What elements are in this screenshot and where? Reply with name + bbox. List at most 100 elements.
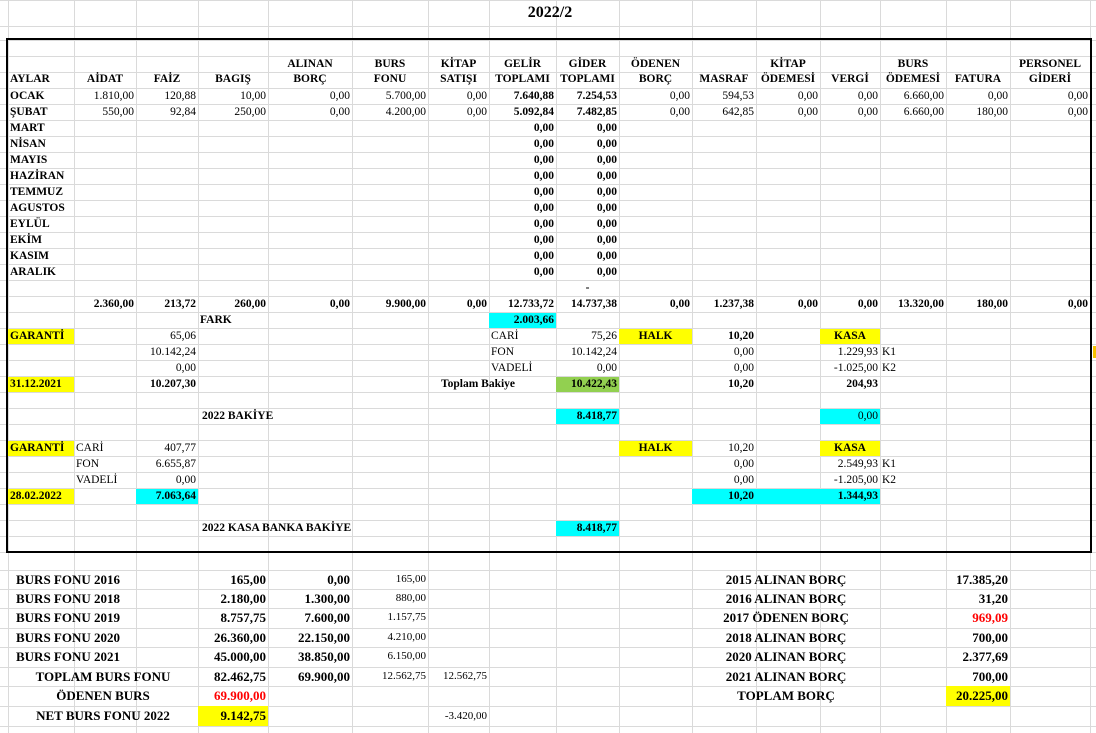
borc-label[interactable]: 2015 ALINAN BORÇ xyxy=(725,572,847,587)
value-cell[interactable]: 0,00 xyxy=(596,362,617,374)
value-cell[interactable]: 1.229,93 xyxy=(837,346,878,358)
value-cell[interactable]: 5.092,84 xyxy=(513,106,554,118)
toplam-burs-label[interactable]: TOPLAM BURS FONU xyxy=(35,669,171,684)
header-cell[interactable]: BURS xyxy=(374,58,406,70)
value-cell[interactable]: 250,00 xyxy=(234,106,266,118)
value-cell[interactable]: 6.660,00 xyxy=(903,106,944,118)
header-cell[interactable]: VERGİ xyxy=(831,73,869,85)
month-label[interactable]: EKİM xyxy=(10,234,42,246)
header-cell[interactable]: FAİZ xyxy=(153,73,181,85)
value-cell[interactable]: 65,06 xyxy=(170,330,196,342)
date-cell[interactable]: 28.02.2022 xyxy=(8,489,74,504)
gider-total-cell[interactable]: 0,00 xyxy=(596,234,617,246)
value-cell[interactable]: 2.180,00 xyxy=(220,591,267,606)
gelir-total-cell[interactable]: 0,00 xyxy=(533,218,554,230)
header-cell[interactable]: BORÇ xyxy=(293,73,327,85)
month-label[interactable]: NİSAN xyxy=(10,138,46,150)
burs-fonu-label[interactable]: BURS FONU 2018 xyxy=(16,591,121,606)
label-cell[interactable]: CARİ xyxy=(76,442,104,454)
gider-total-cell[interactable]: 0,00 xyxy=(596,122,617,134)
value-cell[interactable]: 0,00 xyxy=(797,90,818,102)
fark-label[interactable]: FARK xyxy=(200,314,232,326)
month-label[interactable]: ŞUBAT xyxy=(10,106,48,118)
fark-value[interactable]: 2.003,66 xyxy=(489,313,556,328)
value-cell[interactable]: 4.210,00 xyxy=(387,631,427,643)
value-cell[interactable]: 20.225,00 xyxy=(946,686,1010,706)
value-cell[interactable]: 7.254,53 xyxy=(576,90,617,102)
value-cell[interactable]: 1.344,93 xyxy=(820,489,880,504)
header-cell[interactable]: ALINAN xyxy=(287,58,333,70)
month-label[interactable]: EYLÜL xyxy=(10,218,50,230)
value-cell[interactable]: 2.549,93 xyxy=(837,458,878,470)
header-cell[interactable]: AYLAR xyxy=(10,73,50,85)
gelir-total-cell[interactable]: 0,00 xyxy=(533,266,554,278)
value-cell[interactable]: 0,00 xyxy=(669,90,690,102)
value-cell[interactable]: 10.142,24 xyxy=(150,346,196,358)
borc-label[interactable]: 2020 ALINAN BORÇ xyxy=(725,649,847,664)
gider-total-cell[interactable]: 0,00 xyxy=(596,138,617,150)
gelir-total-cell[interactable]: 0,00 xyxy=(533,122,554,134)
value-cell[interactable]: 12.562,75 xyxy=(382,670,426,682)
header-cell[interactable]: GİDERİ xyxy=(1028,73,1072,85)
value-cell[interactable]: 0,00 xyxy=(733,474,754,486)
label-cell[interactable]: K1 xyxy=(882,458,897,470)
value-cell[interactable]: 12.562,75 xyxy=(443,670,487,682)
total-cell[interactable]: 9.900,00 xyxy=(385,298,426,310)
value-cell[interactable]: 407,77 xyxy=(164,442,196,454)
value-cell[interactable]: 10,00 xyxy=(240,90,266,102)
value-cell[interactable]: 700,00 xyxy=(972,630,1008,645)
value-cell[interactable]: 0,00 xyxy=(857,106,878,118)
value-cell[interactable]: 0,00 xyxy=(733,346,754,358)
value-cell[interactable]: 10,20 xyxy=(728,442,754,454)
header-cell[interactable]: BURS xyxy=(897,58,929,70)
garanti-label[interactable]: GARANTİ xyxy=(8,441,74,456)
date-cell[interactable]: 31.12.2021 xyxy=(8,377,74,392)
value-cell[interactable]: 6.150,00 xyxy=(387,650,427,662)
value-cell[interactable]: 642,85 xyxy=(722,106,754,118)
gelir-total-cell[interactable]: 0,00 xyxy=(533,154,554,166)
value-cell[interactable]: 0,00 xyxy=(669,106,690,118)
header-cell[interactable]: MASRAF xyxy=(699,73,749,85)
value-cell[interactable]: 10,20 xyxy=(728,378,754,390)
value-cell[interactable]: 969,09 xyxy=(972,610,1008,625)
value-cell[interactable]: 7.063,64 xyxy=(136,489,198,504)
value-cell[interactable]: 0,00 xyxy=(733,458,754,470)
value-cell[interactable]: 0,00 xyxy=(329,106,350,118)
odenen-burs-label[interactable]: ÖDENEN BURS xyxy=(56,688,150,703)
header-cell[interactable]: BAGIŞ xyxy=(215,73,251,85)
value-cell[interactable]: 69.900,00 xyxy=(298,669,350,684)
total-cell[interactable]: 1.237,38 xyxy=(713,298,754,310)
kasa-label[interactable]: KASA xyxy=(820,329,880,344)
gider-total-cell[interactable]: 0,00 xyxy=(596,202,617,214)
toplam-bakiye-value[interactable]: 10.422,43 xyxy=(556,377,619,392)
kasa-banka-value[interactable]: 8.418,77 xyxy=(556,521,619,536)
value-cell[interactable]: 0,00 xyxy=(1067,106,1088,118)
value-cell[interactable]: 92,84 xyxy=(170,106,196,118)
value-cell[interactable]: 0,00 xyxy=(797,106,818,118)
total-cell[interactable]: 0,00 xyxy=(857,298,878,310)
value-cell[interactable]: 700,00 xyxy=(972,669,1008,684)
value-cell[interactable]: 165,00 xyxy=(230,572,266,587)
value-cell[interactable]: 31,20 xyxy=(978,591,1008,606)
month-label[interactable]: OCAK xyxy=(10,90,45,102)
dash-cell[interactable]: - xyxy=(585,282,590,294)
value-cell[interactable]: 0,00 xyxy=(329,90,350,102)
label-cell[interactable]: VADELİ xyxy=(491,362,533,374)
value-cell[interactable]: 82.462,75 xyxy=(214,669,266,684)
toplam-bakiye-label[interactable]: Toplam Bakiye xyxy=(440,378,516,390)
gelir-total-cell[interactable]: 0,00 xyxy=(533,170,554,182)
value-cell[interactable]: 26.360,00 xyxy=(214,630,266,645)
burs-fonu-label[interactable]: BURS FONU 2016 xyxy=(16,572,121,587)
value-cell[interactable]: 2.377,69 xyxy=(962,649,1009,664)
total-cell[interactable]: 180,00 xyxy=(976,298,1008,310)
borc-label[interactable]: 2016 ALINAN BORÇ xyxy=(725,591,847,606)
value-cell[interactable]: 6.660,00 xyxy=(903,90,944,102)
header-cell[interactable]: AİDAT xyxy=(86,73,124,85)
value-cell[interactable]: 880,00 xyxy=(395,592,426,604)
gider-total-cell[interactable]: 0,00 xyxy=(596,170,617,182)
value-cell[interactable]: 0,00 xyxy=(857,90,878,102)
net-burs-label[interactable]: NET BURS FONU 2022 xyxy=(36,708,170,723)
label-cell[interactable]: K2 xyxy=(882,474,897,486)
total-cell[interactable]: 0,00 xyxy=(797,298,818,310)
value-cell[interactable]: 0,00 xyxy=(987,90,1008,102)
